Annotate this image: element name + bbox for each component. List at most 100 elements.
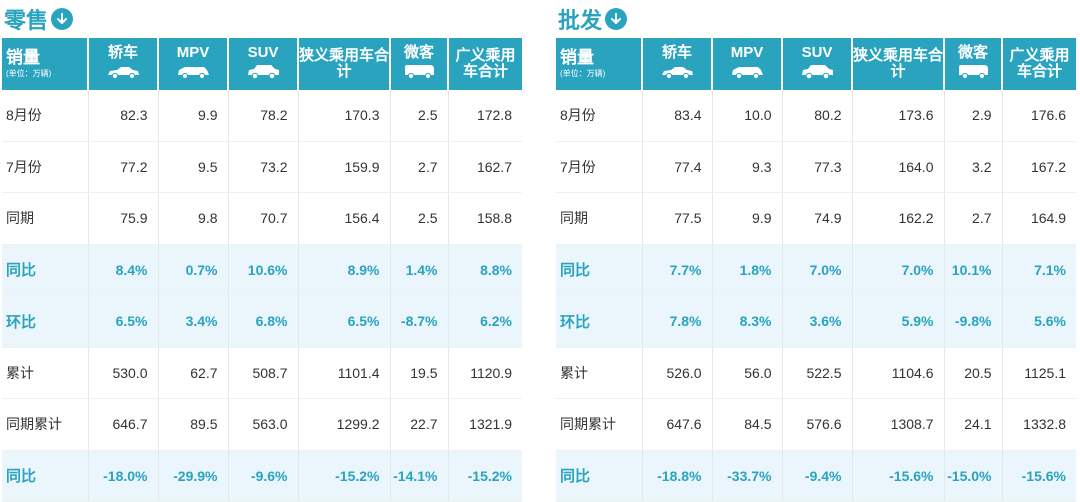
table-cell: 73.2 bbox=[228, 141, 299, 193]
table-row: 同比 7.7% 1.8% 7.0% 7.0% 10.1% 7.1% bbox=[556, 244, 1076, 296]
table-cell: 8.3% bbox=[712, 295, 783, 348]
row-label: 同期累计 bbox=[556, 398, 643, 451]
row-label: 环比 bbox=[556, 295, 643, 348]
table-cell: 1101.4 bbox=[298, 347, 391, 399]
column-header: MPV bbox=[158, 38, 229, 90]
table-cell: 3.6% bbox=[782, 295, 853, 348]
table-cell: 162.7 bbox=[448, 141, 522, 193]
header-sales-label: 销量 bbox=[560, 48, 594, 68]
table-cell: 2.9 bbox=[944, 90, 1003, 142]
table-cell: 522.5 bbox=[782, 347, 853, 399]
table-cell: 9.9 bbox=[712, 192, 783, 245]
row-label: 累计 bbox=[556, 347, 643, 399]
table-cell: 3.2 bbox=[944, 141, 1003, 193]
wholesale-sales-table: 销量 (单位：万辆) 轿车 MPV SUV 狭义乘用车合计 微客 广义乘用车合计 8月份 83.4… bbox=[556, 38, 1076, 502]
table-header-row: 销量 (单位：万辆) 轿车 MPV SUV 狭义乘用车合计 微客 广义乘用车合计 bbox=[2, 38, 522, 90]
table-cell: 170.3 bbox=[298, 90, 391, 142]
header-unit-label: (单位：万辆) bbox=[560, 68, 606, 78]
table-cell: 62.7 bbox=[158, 347, 229, 399]
table-cell: 9.5 bbox=[158, 141, 229, 193]
row-label: 同期 bbox=[2, 192, 89, 245]
table-row: 累计 530.0 62.7 508.7 1101.4 19.5 1120.9 bbox=[2, 347, 522, 399]
table-cell: 19.5 bbox=[390, 347, 449, 399]
table-cell: 1321.9 bbox=[448, 398, 522, 451]
row-label: 同比 bbox=[2, 244, 89, 296]
column-header-label: 轿车 bbox=[107, 44, 138, 61]
table-cell: 77.3 bbox=[782, 141, 853, 193]
table-cell: 89.5 bbox=[158, 398, 229, 451]
table-cell: 10.6% bbox=[228, 244, 299, 296]
table-cell: 162.2 bbox=[852, 192, 945, 245]
table-cell: -15.6% bbox=[1002, 450, 1076, 502]
table-cell: -8.7% bbox=[390, 295, 449, 348]
table-cell: 20.5 bbox=[944, 347, 1003, 399]
table-row: 7月份 77.2 9.5 73.2 159.9 2.7 162.7 bbox=[2, 141, 522, 193]
table-cell: 82.3 bbox=[88, 90, 159, 142]
table-cell: 9.9 bbox=[158, 90, 229, 142]
table-cell: 7.0% bbox=[852, 244, 945, 296]
column-header: 轿车 bbox=[642, 38, 713, 90]
column-header-label: SUV bbox=[801, 43, 833, 61]
table-cell: 6.2% bbox=[448, 295, 522, 348]
table-row: 同比 -18.0% -29.9% -9.6% -15.2% -14.1% -15.2% bbox=[2, 450, 522, 502]
suv-car-icon bbox=[229, 64, 297, 84]
table-cell: 10.0 bbox=[712, 90, 783, 142]
header-corner-cell: 销量 (单位：万辆) bbox=[556, 38, 643, 90]
table-row: 8月份 82.3 9.9 78.2 170.3 2.5 172.8 bbox=[2, 90, 522, 142]
table-cell: 159.9 bbox=[298, 141, 391, 193]
column-header: 微客 bbox=[390, 38, 449, 90]
table-cell: 1.8% bbox=[712, 244, 783, 296]
table-row: 环比 7.8% 8.3% 3.6% 5.9% -9.8% 5.6% bbox=[556, 295, 1076, 348]
table-cell: 78.2 bbox=[228, 90, 299, 142]
table-cell: 84.5 bbox=[712, 398, 783, 451]
table-cell: 7.1% bbox=[1002, 244, 1076, 296]
column-header: 广义乘用车合计 bbox=[1002, 38, 1076, 90]
table-cell: 176.6 bbox=[1002, 90, 1076, 142]
wholesale-title-bar: 批发 bbox=[556, 0, 1076, 38]
table-cell: 5.6% bbox=[1002, 295, 1076, 348]
sedan-car-icon bbox=[643, 65, 711, 84]
table-cell: 56.0 bbox=[712, 347, 783, 399]
column-header-label: MPV bbox=[730, 44, 764, 61]
table-cell: 1332.8 bbox=[1002, 398, 1076, 451]
table-cell: 8.9% bbox=[298, 244, 391, 296]
table-cell: 164.9 bbox=[1002, 192, 1076, 245]
table-cell: 158.8 bbox=[448, 192, 522, 245]
suv-car-icon bbox=[783, 64, 851, 84]
minivan-car-icon bbox=[391, 64, 447, 84]
table-row: 同期 77.5 9.9 74.9 162.2 2.7 164.9 bbox=[556, 192, 1076, 245]
retail-panel: 零售 销量 (单位：万辆) 轿车 MPV SUV 狭义乘用车合计 微客 广义乘用车合计 8月份 8… bbox=[2, 0, 522, 502]
table-cell: 6.8% bbox=[228, 295, 299, 348]
table-cell: 172.8 bbox=[448, 90, 522, 142]
table-cell: 1125.1 bbox=[1002, 347, 1076, 399]
retail-title-bar: 零售 bbox=[2, 0, 522, 38]
column-header-label: 微客 bbox=[403, 43, 434, 61]
table-cell: 1299.2 bbox=[298, 398, 391, 451]
retail-title: 零售 bbox=[4, 8, 49, 33]
column-header-label: 轿车 bbox=[661, 44, 692, 61]
table-header-row: 销量 (单位：万辆) 轿车 MPV SUV 狭义乘用车合计 微客 广义乘用车合计 bbox=[556, 38, 1076, 90]
header-corner-cell: 销量 (单位：万辆) bbox=[2, 38, 89, 90]
column-header-label: MPV bbox=[176, 44, 210, 61]
table-row: 8月份 83.4 10.0 80.2 173.6 2.9 176.6 bbox=[556, 90, 1076, 142]
sedan-car-icon bbox=[89, 65, 157, 84]
table-cell: -15.2% bbox=[298, 450, 391, 502]
column-header-label: 狭义乘用车合计 bbox=[853, 46, 944, 80]
table-cell: 77.2 bbox=[88, 141, 159, 193]
table-cell: 647.6 bbox=[642, 398, 713, 451]
table-cell: 156.4 bbox=[298, 192, 391, 245]
table-cell: 9.3 bbox=[712, 141, 783, 193]
table-cell: 9.8 bbox=[158, 192, 229, 245]
table-row: 7月份 77.4 9.3 77.3 164.0 3.2 167.2 bbox=[556, 141, 1076, 193]
table-cell: -18.8% bbox=[642, 450, 713, 502]
table-cell: 530.0 bbox=[88, 347, 159, 399]
table-cell: 5.9% bbox=[852, 295, 945, 348]
table-cell: 3.4% bbox=[158, 295, 229, 348]
table-cell: 22.7 bbox=[390, 398, 449, 451]
table-cell: -18.0% bbox=[88, 450, 159, 502]
row-label: 7月份 bbox=[2, 141, 89, 193]
column-header-label: 广义乘用车合计 bbox=[455, 46, 516, 80]
row-label: 7月份 bbox=[556, 141, 643, 193]
wholesale-panel: 批发 销量 (单位：万辆) 轿车 MPV SUV 狭义乘用车合计 微客 广义乘用车合计 8月份 8… bbox=[556, 0, 1076, 502]
header-unit-label: (单位：万辆) bbox=[6, 68, 52, 78]
